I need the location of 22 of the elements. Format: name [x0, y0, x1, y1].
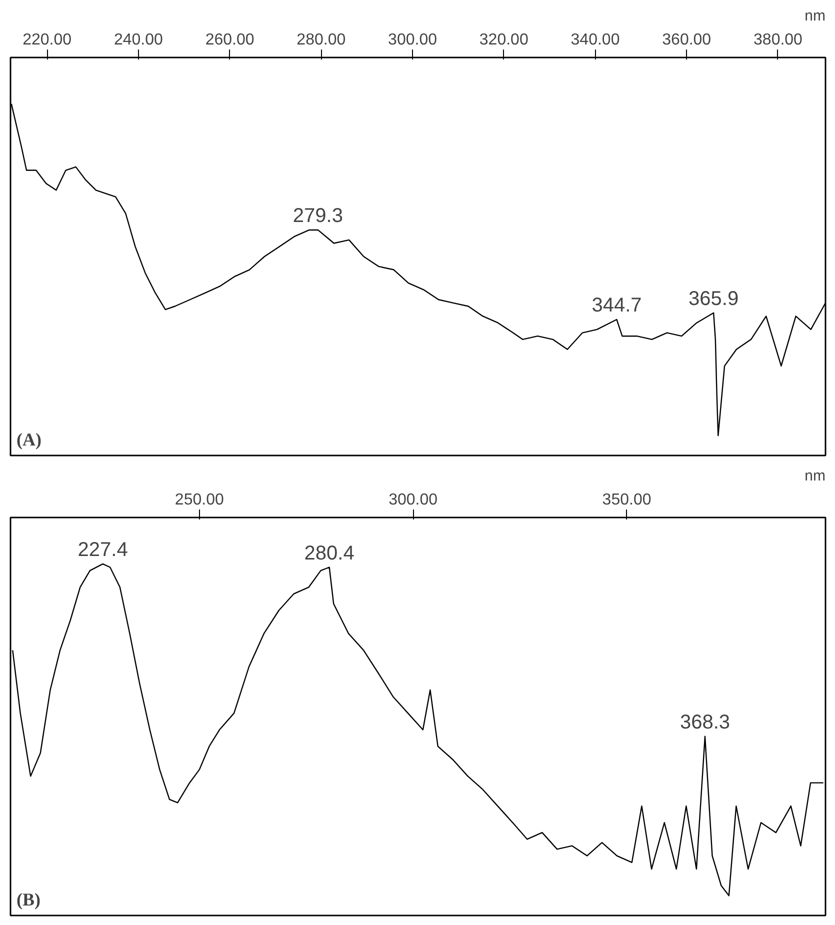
annotation: 365.9	[688, 288, 739, 310]
annotation: 279.3	[292, 204, 343, 227]
x-tick-label: 280.00	[296, 32, 346, 48]
x-tick-label: 260.00	[205, 32, 254, 48]
x-tick-label: 300.00	[388, 32, 438, 48]
annotation: 280.4	[304, 542, 354, 564]
x-tick-label: 320.00	[479, 32, 528, 48]
x-tick-label: 220.00	[22, 32, 72, 48]
x-tick-label: 340.00	[570, 32, 620, 48]
x-axis-title: nm	[804, 8, 826, 24]
annotation: 368.3	[680, 711, 730, 734]
annotation: (B)	[16, 890, 40, 910]
x-tick-label: 240.00	[114, 32, 163, 48]
x-tick-label: 380.00	[754, 32, 803, 48]
x-tick-label: 250.00	[174, 492, 224, 508]
x-tick-label: 350.00	[602, 492, 652, 508]
x-tick-label: 300.00	[388, 492, 438, 508]
x-tick-label: 360.00	[662, 32, 712, 48]
x-axis-title: nm	[804, 468, 826, 484]
annotation: (A)	[16, 430, 42, 450]
annotation: 344.7	[592, 294, 642, 317]
annotation: 227.4	[78, 538, 128, 561]
